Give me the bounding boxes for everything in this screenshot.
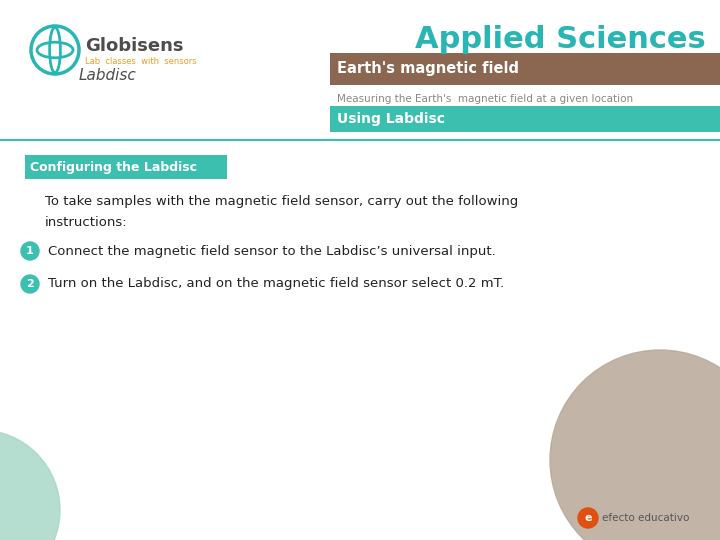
Text: efecto educativo: efecto educativo: [602, 513, 689, 523]
Text: Labdisc: Labdisc: [79, 69, 137, 84]
Circle shape: [21, 242, 39, 260]
Text: Connect the magnetic field sensor to the Labdisc’s universal input.: Connect the magnetic field sensor to the…: [48, 245, 496, 258]
FancyBboxPatch shape: [330, 106, 720, 132]
Circle shape: [21, 275, 39, 293]
Circle shape: [578, 508, 598, 528]
Text: 2: 2: [26, 279, 34, 289]
FancyBboxPatch shape: [25, 155, 227, 179]
Circle shape: [0, 430, 60, 540]
Text: To take samples with the magnetic field sensor, carry out the following
instruct: To take samples with the magnetic field …: [45, 195, 518, 228]
Circle shape: [550, 350, 720, 540]
Text: Configuring the Labdisc: Configuring the Labdisc: [30, 160, 197, 173]
Text: 1: 1: [26, 246, 34, 256]
Text: Applied Sciences: Applied Sciences: [415, 25, 706, 55]
Text: Turn on the Labdisc, and on the magnetic field sensor select 0.2 mT.: Turn on the Labdisc, and on the magnetic…: [48, 278, 504, 291]
Text: Measuring the Earth's  magnetic field at a given location: Measuring the Earth's magnetic field at …: [337, 94, 633, 104]
Text: Lab  classes  with  sensors: Lab classes with sensors: [85, 57, 197, 65]
Text: Using Labdisc: Using Labdisc: [337, 112, 445, 126]
Text: Globisens: Globisens: [85, 37, 184, 55]
Text: e: e: [584, 513, 592, 523]
Text: Earth's magnetic field: Earth's magnetic field: [337, 62, 519, 77]
FancyBboxPatch shape: [330, 53, 720, 85]
